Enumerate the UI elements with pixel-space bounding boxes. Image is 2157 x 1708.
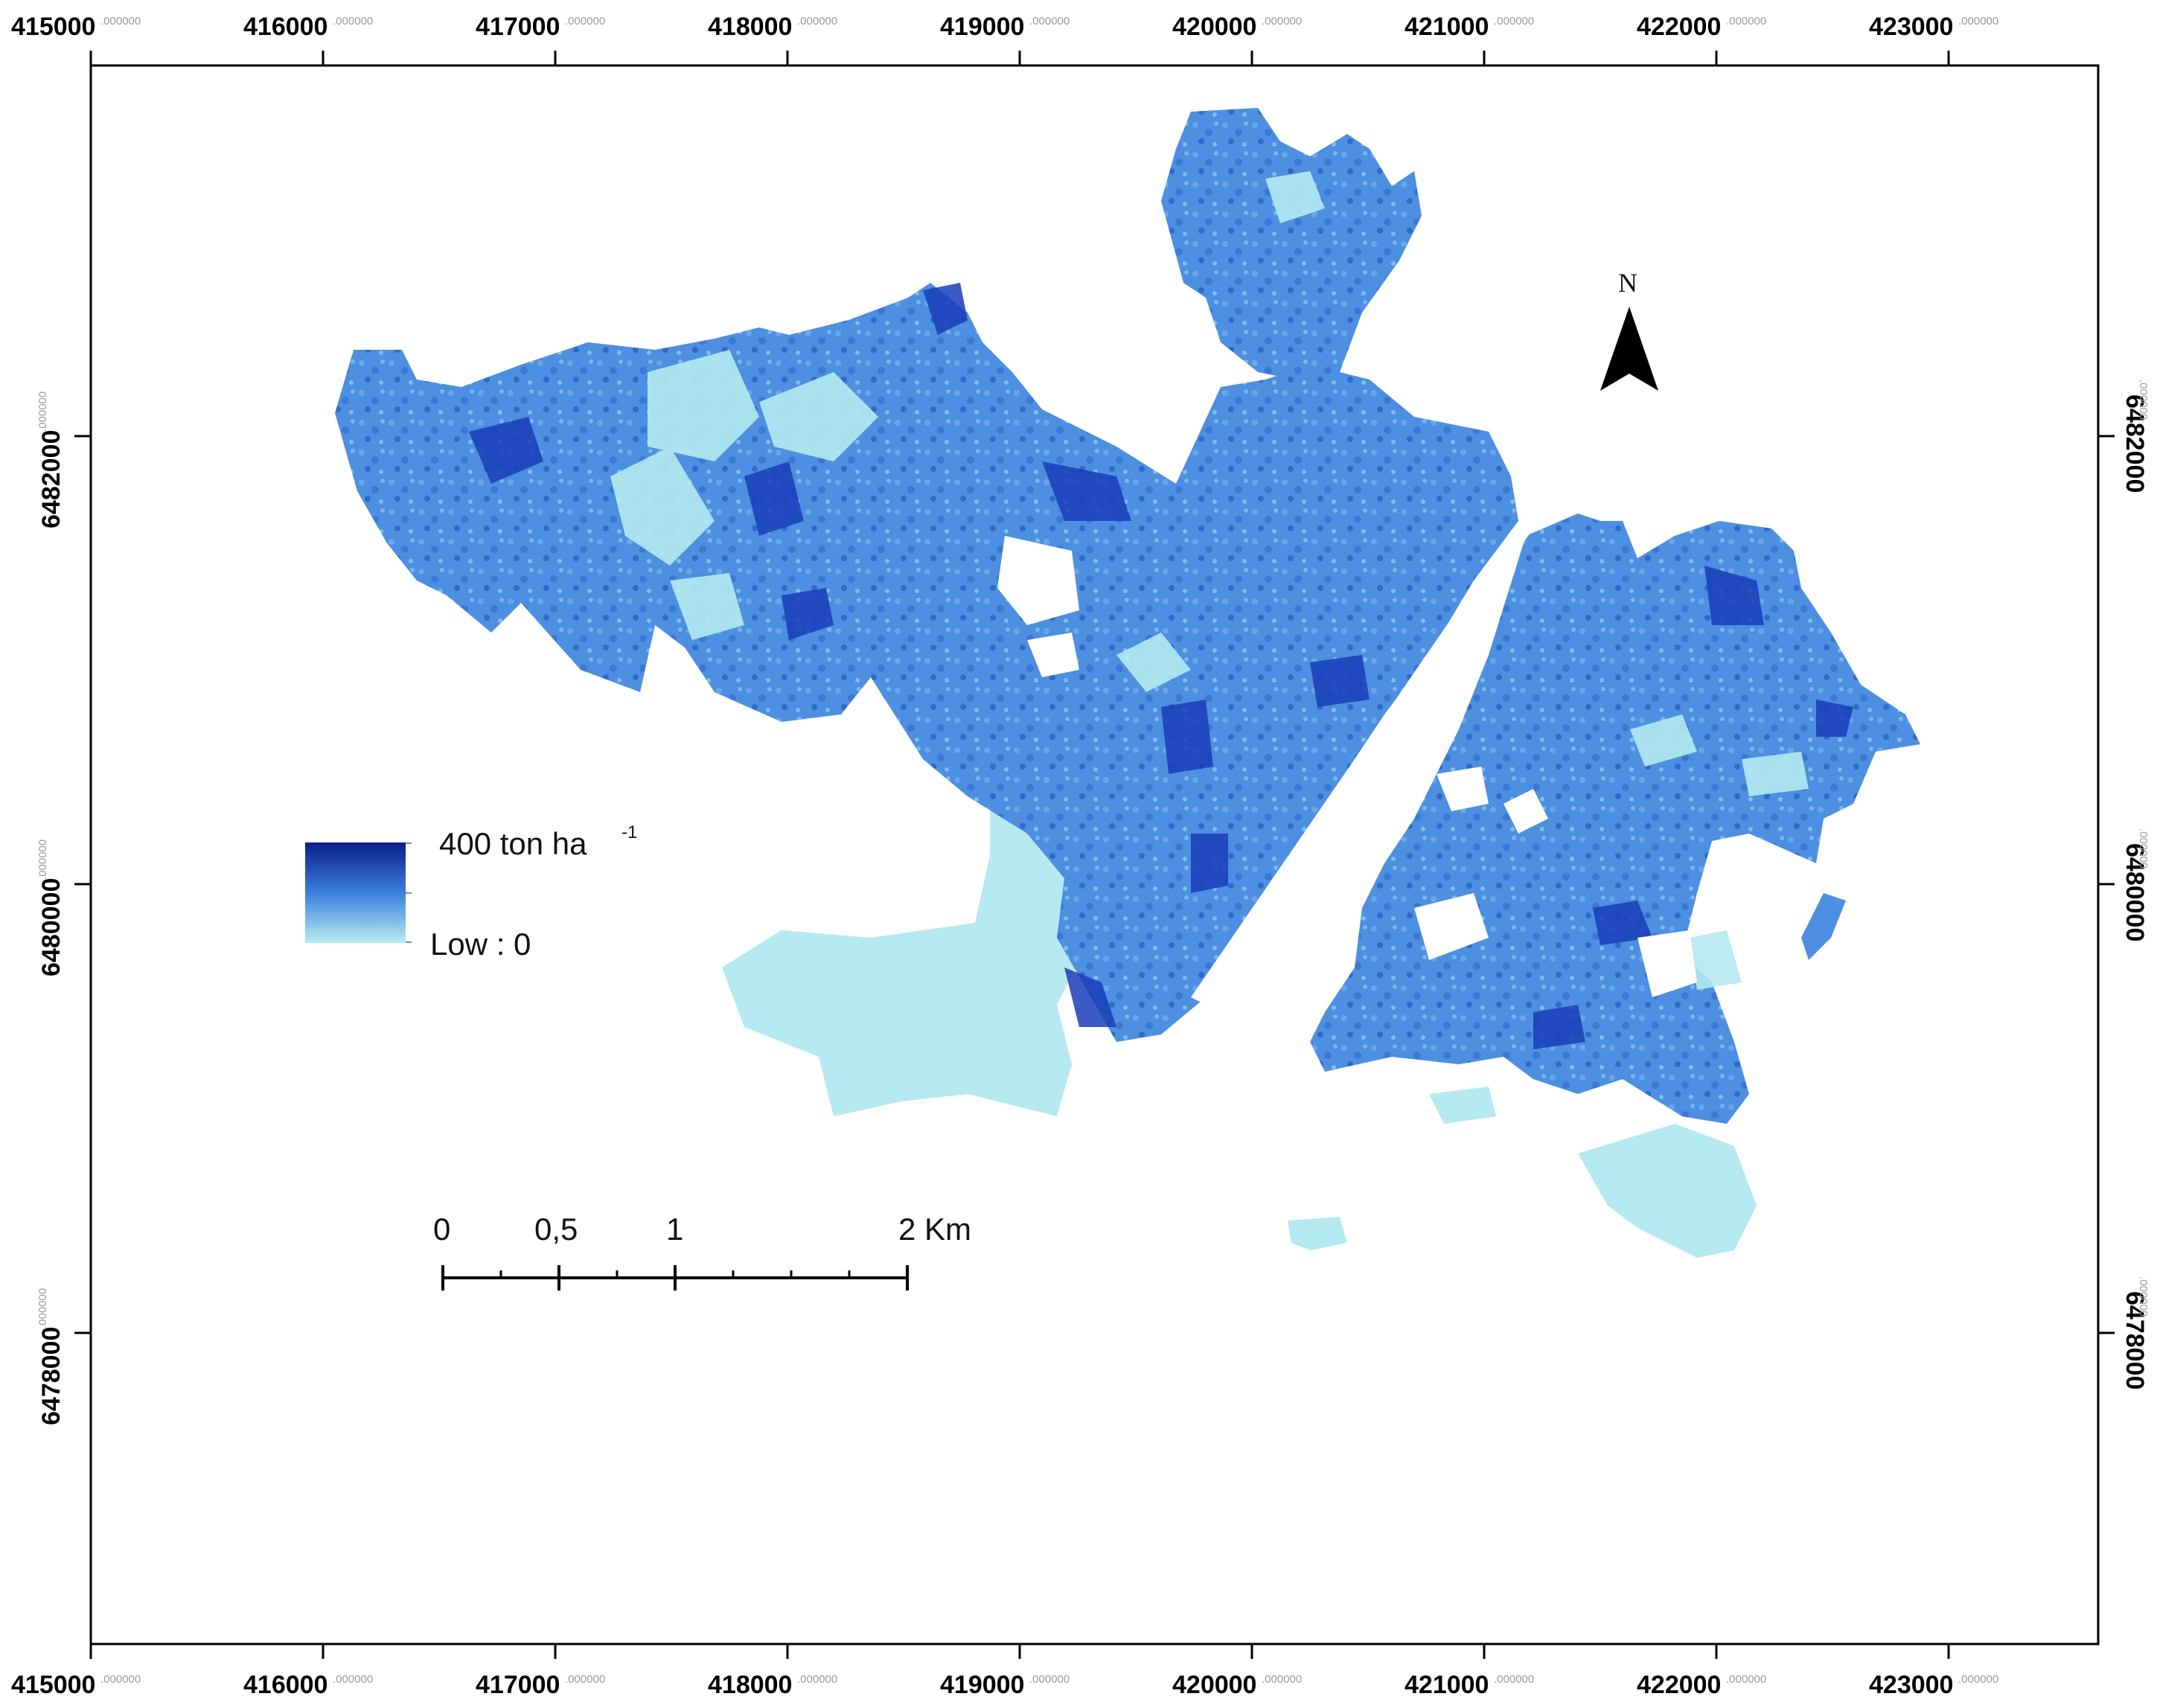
x-ticks-bottom	[89, 1644, 1950, 1659]
y-ticks-left	[74, 435, 91, 1334]
x-tick-label-422000: 422000	[1637, 1671, 1721, 1699]
x-tick-label-415000: 415000	[11, 13, 95, 41]
north-arrow: N	[1600, 268, 1658, 391]
y-tick-label-6482000: 6482000	[37, 430, 65, 528]
high-biomass-patch-far-east	[1801, 893, 1846, 960]
y-tick-label-6480000: 6480000	[37, 878, 65, 976]
y-tick-suffix: .000000	[2137, 828, 2150, 869]
x-tick-label-422000: 422000	[1637, 13, 1721, 41]
scale-label-0-5: 0,5	[534, 1212, 578, 1247]
x-tick-label-420000: 420000	[1172, 13, 1256, 41]
x-tick-label-420000: 420000	[1172, 1671, 1256, 1699]
y-tick-label-6478000: 6478000	[2121, 1291, 2149, 1389]
x-tick-label-418000: 418000	[708, 1671, 792, 1699]
x-tick-label-423000: 423000	[1869, 13, 1953, 41]
legend: 400 ton ha -1 Low : 0	[305, 822, 637, 962]
x-tick-suffix: .000000	[1958, 15, 1998, 28]
x-tick-suffix: .000000	[1262, 15, 1302, 28]
corridor-strip	[1191, 521, 1533, 1005]
y-tick-label-6478000: 6478000	[37, 1327, 65, 1425]
y-tick-suffix: .000000	[36, 1288, 49, 1328]
x-tick-suffix: .000000	[1494, 15, 1534, 28]
low-biomass-patch-mid	[1429, 1087, 1496, 1124]
north-arrow-icon	[1600, 307, 1658, 391]
legend-high-unit-exponent: -1	[621, 822, 637, 842]
scale-label-1: 1	[666, 1212, 683, 1247]
x-tick-suffix: .000000	[565, 1673, 605, 1686]
x-tick-suffix: .000000	[1029, 15, 1070, 28]
x-tick-suffix: .000000	[1726, 15, 1766, 28]
map-gaps	[997, 536, 1697, 997]
x-tick-suffix: .000000	[1029, 1673, 1070, 1686]
x-tick-suffix: .000000	[1958, 1673, 1998, 1686]
scale-label-2km: 2 Km	[898, 1212, 971, 1247]
legend-low-label: Low : 0	[430, 927, 531, 962]
x-tick-label-415000: 415000	[11, 1671, 95, 1699]
y-tick-suffix: .000000	[2137, 1276, 2150, 1317]
x-tick-suffix: .000000	[100, 1673, 141, 1686]
x-tick-suffix: .000000	[1262, 1673, 1302, 1686]
low-biomass-patch-small	[1288, 1217, 1347, 1250]
x-tick-suffix: .000000	[797, 15, 837, 28]
high-biomass-area-east	[1310, 514, 1920, 1124]
low-biomass-area-southeast	[1578, 1124, 1757, 1258]
x-tick-label-418000: 418000	[708, 13, 792, 41]
x-tick-label-421000: 421000	[1405, 1671, 1489, 1699]
x-ticks-top	[89, 51, 1950, 65]
x-tick-label-417000: 417000	[476, 13, 560, 41]
x-axis-labels-bottom: 415000 .000000 416000 .000000 417000 .00…	[11, 1671, 1998, 1699]
scale-bar: 0 0,5 1 2 Km	[433, 1212, 971, 1290]
scale-label-0: 0	[433, 1212, 450, 1247]
x-tick-label-416000: 416000	[243, 1671, 327, 1699]
dark-biomass-patches	[469, 283, 1853, 1049]
y-ticks-right	[2098, 435, 2115, 1334]
biomass-regions	[335, 108, 1920, 1258]
x-tick-suffix: .000000	[1726, 1673, 1766, 1686]
x-tick-suffix: .000000	[797, 1673, 837, 1686]
x-tick-label-419000: 419000	[940, 1671, 1024, 1699]
x-tick-suffix: .000000	[100, 15, 141, 28]
y-tick-suffix: .000000	[36, 839, 49, 880]
y-tick-label-6480000: 6480000	[2121, 843, 2149, 941]
x-axis-labels-top: 415000 .000000 416000 .000000 417000 .00…	[11, 13, 1998, 41]
y-tick-label-6482000: 6482000	[2121, 394, 2149, 493]
x-tick-label-416000: 416000	[243, 13, 327, 41]
y-axis-labels-left: 6482000 .000000 6480000 .000000 6478000 …	[36, 391, 65, 1425]
x-tick-suffix: .000000	[1494, 1673, 1534, 1686]
x-tick-suffix: .000000	[333, 1673, 373, 1686]
x-tick-label-423000: 423000	[1869, 1671, 1953, 1699]
x-tick-label-421000: 421000	[1405, 13, 1489, 41]
light-biomass-patches	[610, 171, 1809, 990]
legend-color-ramp	[305, 842, 406, 943]
x-tick-suffix: .000000	[333, 15, 373, 28]
high-biomass-area-north	[1161, 108, 1422, 380]
x-tick-label-417000: 417000	[476, 1671, 560, 1699]
north-label: N	[1618, 268, 1637, 298]
legend-high-label: 400 ton ha	[439, 826, 587, 861]
y-axis-labels-right: 6482000 .000000 6480000 .000000 6478000 …	[2121, 380, 2150, 1389]
low-biomass-area-south	[722, 781, 1094, 1116]
y-tick-suffix: .000000	[36, 391, 49, 432]
x-tick-label-419000: 419000	[940, 13, 1024, 41]
y-tick-suffix: .000000	[2137, 380, 2150, 420]
x-tick-suffix: .000000	[565, 15, 605, 28]
